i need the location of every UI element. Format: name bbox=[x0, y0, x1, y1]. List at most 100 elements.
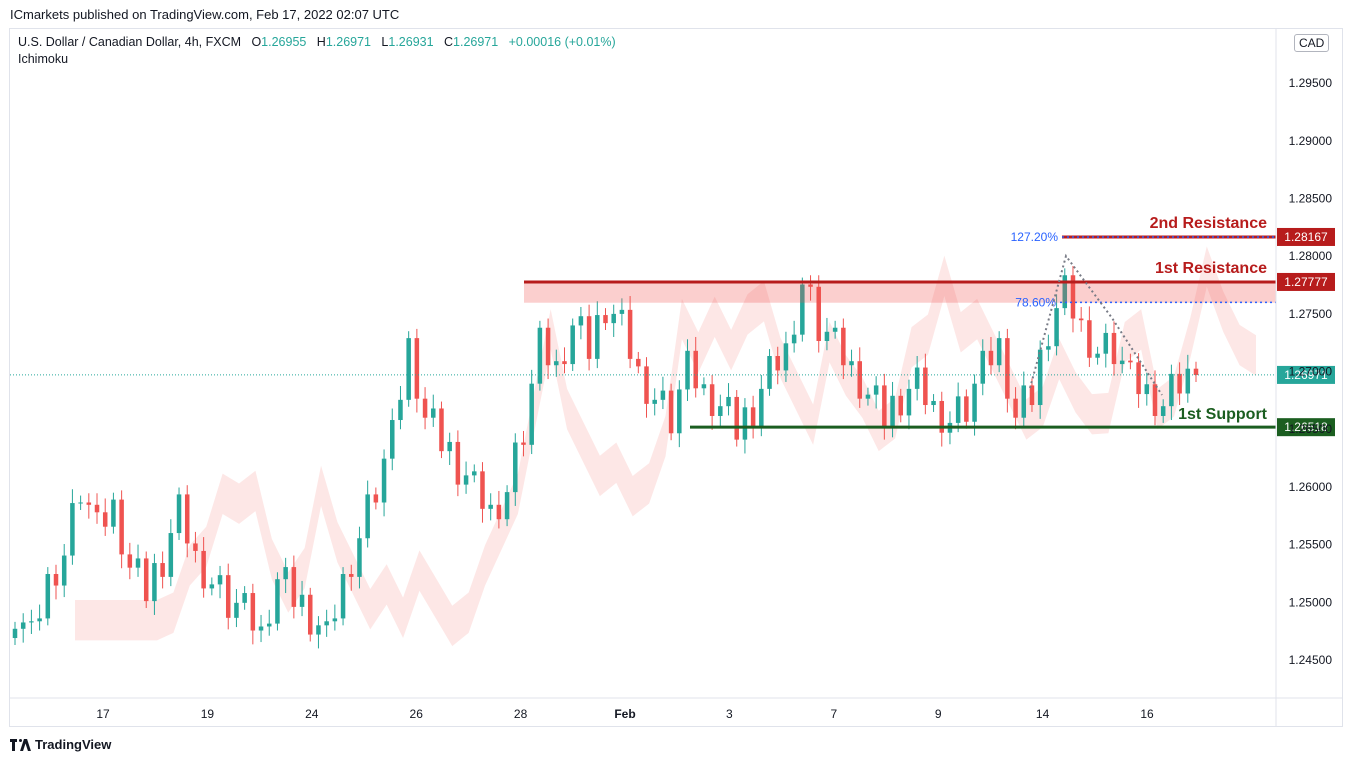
candle-body bbox=[70, 503, 75, 556]
indicator-name[interactable]: Ichimoku bbox=[18, 52, 69, 66]
candle-body bbox=[53, 574, 59, 586]
candle-body bbox=[37, 618, 42, 622]
candle-body bbox=[1037, 349, 1043, 406]
time-tick-label: 16 bbox=[1140, 707, 1154, 721]
candle-body bbox=[611, 313, 616, 324]
candle-body bbox=[660, 390, 666, 400]
candle-body bbox=[734, 396, 739, 440]
change-value: +0.00016 (+0.01%) bbox=[508, 35, 616, 49]
price-tick-label: 1.26000 bbox=[1289, 480, 1333, 494]
candle-body bbox=[923, 367, 928, 406]
candle-body bbox=[217, 575, 223, 585]
time-tick-label: 24 bbox=[305, 707, 319, 721]
candle-body bbox=[578, 316, 584, 326]
candle-body bbox=[61, 555, 67, 586]
candle-body bbox=[554, 361, 559, 366]
high-label: H bbox=[316, 35, 326, 49]
ichimoku-cloud bbox=[75, 246, 1256, 647]
symbol-name: U.S. Dollar / Canadian Dollar, 4h, FXCM bbox=[18, 35, 242, 49]
candle-body bbox=[537, 327, 543, 384]
candle-body bbox=[266, 623, 272, 627]
low-label: L bbox=[381, 35, 389, 49]
time-tick-label: 3 bbox=[726, 707, 733, 721]
candle-body bbox=[349, 574, 354, 577]
level-label: 2nd Resistance bbox=[1150, 215, 1267, 232]
candle-body bbox=[283, 567, 288, 580]
candle-body bbox=[431, 408, 436, 418]
low-value: 1.26931 bbox=[388, 35, 434, 49]
candle-body bbox=[767, 356, 772, 389]
candle-body bbox=[677, 389, 682, 434]
candle-body bbox=[685, 350, 690, 390]
candle-body bbox=[209, 584, 215, 589]
candle-body bbox=[996, 338, 1002, 366]
candle-body bbox=[914, 367, 920, 389]
candle-body bbox=[791, 334, 797, 344]
candle-body bbox=[1185, 368, 1191, 394]
candle-body bbox=[480, 471, 485, 509]
candle-body bbox=[307, 594, 313, 635]
candle-body bbox=[742, 407, 748, 440]
candle-body bbox=[1136, 362, 1141, 395]
candle-body bbox=[783, 343, 789, 371]
candle-body bbox=[111, 499, 116, 527]
candle-body bbox=[890, 395, 895, 429]
candle-body bbox=[545, 327, 551, 366]
candle-body bbox=[873, 385, 879, 395]
price-tick-label: 1.26500 bbox=[1289, 422, 1333, 436]
candle-body bbox=[849, 361, 854, 366]
chart-frame[interactable] bbox=[9, 28, 1343, 727]
candle-body bbox=[324, 621, 329, 626]
candle-body bbox=[1128, 360, 1133, 363]
price-tick-label: 1.28500 bbox=[1289, 192, 1333, 206]
price-tick-label: 1.24500 bbox=[1289, 653, 1333, 667]
candle-body bbox=[472, 471, 477, 476]
candle-body bbox=[340, 574, 346, 619]
candle-body bbox=[496, 504, 502, 520]
price-levels: 2nd Resistance 1.28167 1st Resistance 1.277… bbox=[10, 215, 1335, 437]
level-price-text: 1.28167 bbox=[1284, 230, 1328, 244]
candle-body bbox=[406, 338, 411, 400]
candle-body bbox=[275, 579, 280, 624]
price-tick-label: 1.25000 bbox=[1289, 595, 1333, 609]
price-tick-label: 1.25500 bbox=[1289, 538, 1333, 552]
candle-body bbox=[955, 396, 961, 423]
candle-body bbox=[357, 538, 362, 577]
candle-body bbox=[160, 563, 165, 577]
candle-body bbox=[980, 350, 986, 384]
candle-body bbox=[562, 361, 567, 365]
candle-body bbox=[20, 622, 26, 629]
time-tick-label: 28 bbox=[514, 707, 528, 721]
candle-body bbox=[488, 504, 493, 509]
candle-body bbox=[143, 558, 149, 602]
candle-body bbox=[201, 550, 206, 589]
time-tick-label: 7 bbox=[830, 707, 837, 721]
candle-body bbox=[1029, 385, 1035, 406]
candle-body bbox=[242, 593, 247, 603]
candle-body bbox=[1160, 406, 1166, 416]
candle-body bbox=[422, 398, 428, 418]
candle-body bbox=[644, 366, 649, 404]
candle-body bbox=[627, 309, 633, 359]
candle-body bbox=[857, 361, 862, 399]
candle-body bbox=[332, 618, 338, 622]
candle-body bbox=[693, 350, 698, 389]
candle-body bbox=[1193, 368, 1199, 376]
currency-badge[interactable]: CAD bbox=[1294, 34, 1330, 52]
candle-body bbox=[291, 567, 297, 607]
candle-body bbox=[455, 441, 461, 485]
open-label: O bbox=[251, 35, 262, 49]
candle-body bbox=[709, 384, 715, 416]
candle-body bbox=[906, 388, 912, 416]
candle-body bbox=[381, 458, 387, 503]
candle-body bbox=[439, 408, 444, 452]
candle-body bbox=[865, 394, 871, 399]
level-price-tag bbox=[1277, 418, 1335, 437]
publisher-credit: ICmarkets published on TradingView.com, … bbox=[10, 7, 400, 22]
price-axis: 1.29500 1.29000 1.28500 1.28000 1.27500 1.270… bbox=[10, 29, 1343, 727]
candle-body bbox=[570, 325, 575, 365]
candle-body bbox=[1054, 308, 1059, 347]
candle-body bbox=[775, 356, 780, 371]
time-tick-label: Feb bbox=[614, 707, 635, 721]
